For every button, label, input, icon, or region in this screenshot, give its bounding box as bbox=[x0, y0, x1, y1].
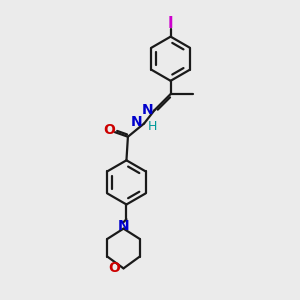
Text: O: O bbox=[104, 123, 116, 137]
Text: O: O bbox=[108, 261, 120, 275]
Text: N: N bbox=[141, 103, 153, 117]
Text: H: H bbox=[148, 120, 157, 133]
Text: N: N bbox=[118, 219, 129, 233]
Text: I: I bbox=[168, 16, 173, 31]
Text: N: N bbox=[131, 115, 142, 129]
